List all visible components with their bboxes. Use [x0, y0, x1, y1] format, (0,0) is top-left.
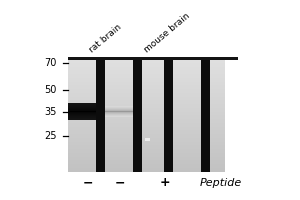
Text: +: +: [160, 176, 170, 190]
Text: mouse brain: mouse brain: [142, 12, 191, 55]
Text: −: −: [115, 176, 125, 190]
Text: 35: 35: [45, 107, 57, 117]
Text: 70: 70: [45, 58, 57, 68]
Text: 50: 50: [45, 85, 57, 95]
Text: 25: 25: [44, 131, 57, 141]
Text: rat brain: rat brain: [87, 23, 123, 55]
Text: Peptide: Peptide: [200, 178, 242, 188]
Text: −: −: [83, 176, 93, 190]
